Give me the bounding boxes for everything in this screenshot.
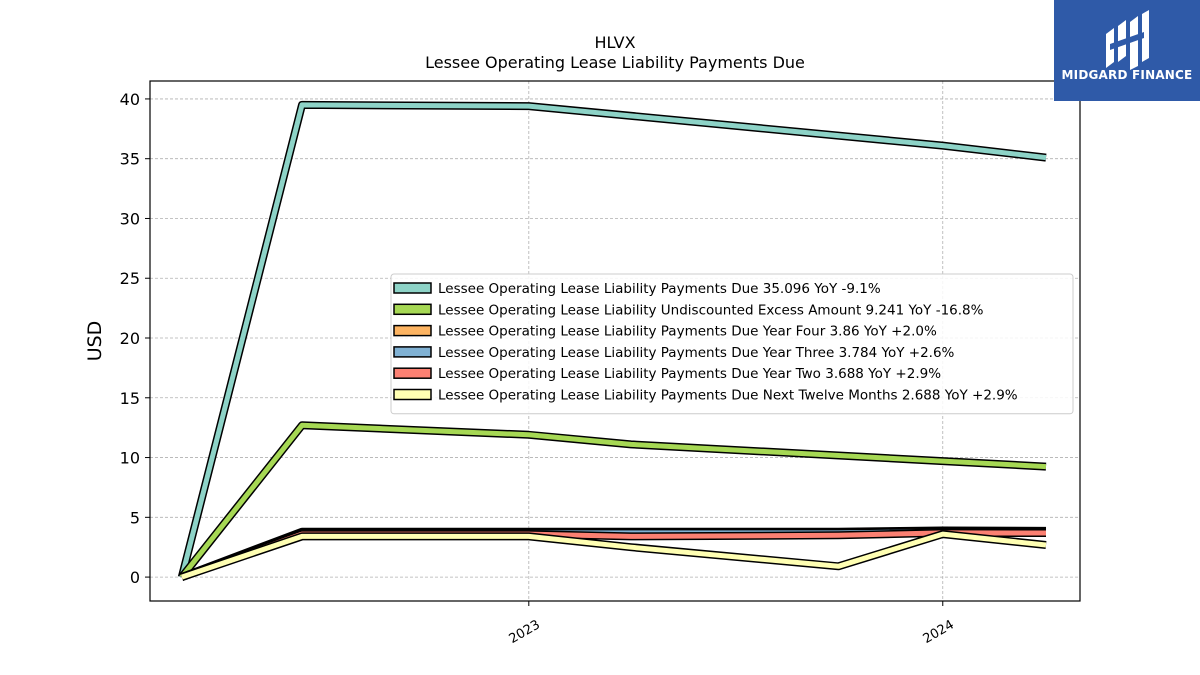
legend-entry: Lessee Operating Lease Liability Undisco… <box>438 302 984 318</box>
y-axis-label: USD <box>84 321 106 362</box>
series-line <box>179 102 1047 578</box>
legend-swatch <box>393 367 432 379</box>
y-tick-label: 10 <box>120 449 140 468</box>
chart-title: HLVX <box>594 33 635 52</box>
legend-entry: Lessee Operating Lease Liability Payment… <box>438 388 1018 404</box>
legend-swatch <box>393 324 432 337</box>
y-tick-label: 0 <box>130 568 140 587</box>
y-tick-label: 5 <box>130 508 140 527</box>
series-layer <box>177 100 1047 581</box>
series-line <box>180 531 1047 580</box>
y-tick-label: 35 <box>120 150 140 169</box>
legend-box <box>390 273 1074 415</box>
y-tick-label: 15 <box>120 389 140 408</box>
y-tick-label: 20 <box>120 329 140 348</box>
x-tick-label: 2024 <box>921 617 957 647</box>
axis-ticks: 0 5 10 15 20 25 30 35 40 2023 2024 <box>120 90 957 647</box>
legend-entry: Lessee Operating Lease Liability Payment… <box>438 345 955 361</box>
y-tick-label: 40 <box>120 90 140 109</box>
legend-entry: Lessee Operating Lease Liability Payment… <box>438 366 941 382</box>
legend: Lessee Operating Lease Liability Payment… <box>390 273 1074 415</box>
legend-swatch <box>393 388 432 401</box>
plot-frame <box>149 80 1081 602</box>
legend-swatch <box>393 282 432 294</box>
logo-text: MIDGARD FINANCE <box>1061 68 1193 82</box>
brand-logo: MIDGARD FINANCE <box>1054 0 1200 101</box>
legend-swatch <box>393 346 432 358</box>
x-tick-label: 2023 <box>507 617 543 647</box>
legend-swatch <box>393 303 432 316</box>
legend-entry: Lessee Operating Lease Liability Payment… <box>438 281 881 297</box>
series-line <box>179 422 1047 579</box>
logo-mark-icon <box>1106 10 1149 70</box>
y-tick-label: 25 <box>120 269 140 288</box>
legend-entry: Lessee Operating Lease Liability Payment… <box>438 324 937 340</box>
series-line-outline <box>178 421 1047 580</box>
chart-subtitle: Lessee Operating Lease Liability Payment… <box>425 53 805 72</box>
y-tick-label: 30 <box>120 209 140 228</box>
